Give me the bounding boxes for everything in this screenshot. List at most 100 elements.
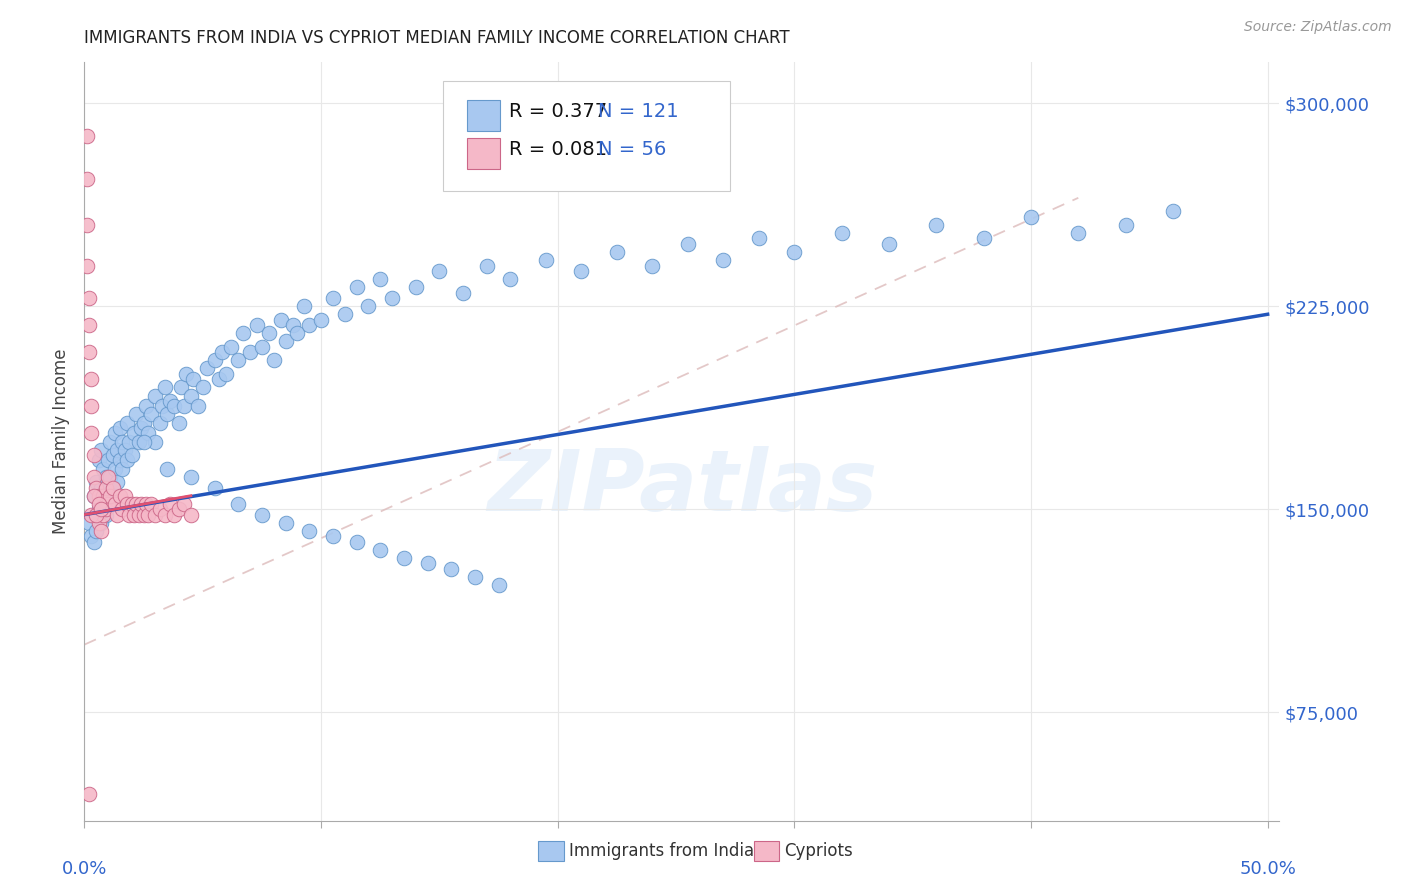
Point: [180, 508, 202, 522]
Point: [108, 421, 131, 435]
Text: IMMIGRANTS FROM INDIA VS CYPRIOT MEDIAN FAMILY INCOME CORRELATION CHART: IMMIGRANTS FROM INDIA VS CYPRIOT MEDIAN …: [84, 29, 790, 47]
Point: [309, 312, 332, 326]
Text: ZIPatlas: ZIPatlas: [486, 445, 877, 529]
Text: 0.0%: 0.0%: [62, 860, 107, 878]
Point: [83, 534, 105, 549]
Text: N = 56: N = 56: [599, 140, 666, 159]
Point: [90, 516, 112, 530]
Point: [475, 259, 498, 273]
Point: [83, 448, 105, 462]
Text: Source: ZipAtlas.com: Source: ZipAtlas.com: [1244, 20, 1392, 34]
Point: [100, 489, 122, 503]
Point: [129, 497, 152, 511]
Point: [76, 172, 98, 186]
Point: [204, 481, 226, 495]
Point: [122, 426, 145, 441]
Point: [333, 307, 356, 321]
Point: [97, 469, 120, 483]
Point: [111, 461, 134, 475]
Point: [84, 524, 107, 538]
Point: [174, 367, 197, 381]
Point: [80, 426, 103, 441]
Point: [83, 469, 105, 483]
Point: [569, 264, 592, 278]
Point: [153, 380, 176, 394]
Point: [83, 489, 105, 503]
Point: [1019, 210, 1042, 224]
Point: [239, 345, 262, 359]
Point: [84, 481, 107, 495]
Point: [121, 448, 143, 462]
Point: [246, 318, 269, 332]
Point: [534, 253, 557, 268]
Point: [322, 291, 344, 305]
Point: [84, 508, 107, 522]
Point: [136, 426, 159, 441]
Text: R = 0.377: R = 0.377: [509, 103, 607, 121]
Point: [215, 367, 238, 381]
Point: [77, 291, 100, 305]
Point: [226, 497, 249, 511]
Point: [250, 508, 273, 522]
Point: [135, 497, 157, 511]
Point: [149, 502, 172, 516]
Point: [440, 562, 463, 576]
Point: [156, 408, 179, 422]
Point: [107, 442, 129, 457]
Point: [180, 388, 202, 402]
Point: [748, 231, 770, 245]
Point: [427, 264, 450, 278]
Point: [368, 542, 391, 557]
Point: [173, 497, 195, 511]
Point: [94, 481, 117, 495]
Point: [118, 434, 141, 449]
Point: [108, 489, 131, 503]
Point: [77, 345, 100, 359]
Point: [204, 353, 226, 368]
Point: [135, 400, 157, 414]
Point: [263, 353, 285, 368]
Point: [783, 244, 806, 259]
Point: [152, 400, 174, 414]
Point: [90, 481, 112, 495]
Point: [129, 421, 152, 435]
Point: [925, 218, 948, 232]
Point: [1067, 226, 1090, 240]
Point: [159, 497, 181, 511]
Point: [149, 416, 172, 430]
Point: [122, 508, 145, 522]
Y-axis label: Median Family Income: Median Family Income: [52, 349, 70, 534]
Point: [392, 551, 415, 566]
FancyBboxPatch shape: [467, 138, 501, 169]
Point: [143, 434, 166, 449]
Point: [180, 469, 202, 483]
Point: [159, 393, 181, 408]
Point: [167, 502, 190, 516]
Point: [118, 508, 141, 522]
Point: [101, 481, 124, 495]
Point: [711, 253, 734, 268]
Text: Immigrants from India: Immigrants from India: [569, 842, 755, 860]
Point: [115, 497, 138, 511]
Point: [87, 516, 110, 530]
Point: [208, 372, 231, 386]
Point: [322, 529, 344, 543]
Point: [156, 461, 179, 475]
Point: [294, 299, 316, 313]
Point: [232, 326, 254, 341]
Point: [143, 508, 166, 522]
Point: [250, 340, 273, 354]
Point: [1161, 204, 1184, 219]
Point: [87, 497, 110, 511]
Point: [368, 272, 391, 286]
Text: Cypriots: Cypriots: [785, 842, 853, 860]
Point: [128, 434, 150, 449]
Point: [1115, 218, 1137, 232]
Point: [76, 259, 98, 273]
Point: [132, 508, 155, 522]
Point: [97, 497, 120, 511]
Point: [281, 318, 304, 332]
Point: [91, 489, 114, 503]
Point: [121, 497, 143, 511]
Point: [94, 469, 117, 483]
